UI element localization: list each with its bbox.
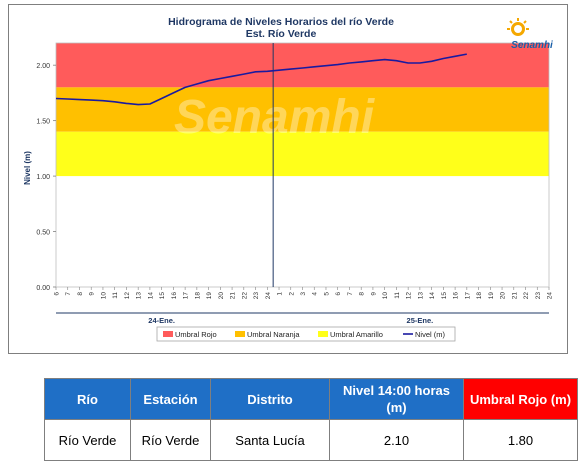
x-tick-label: 22 xyxy=(241,292,248,300)
x-tick-label: 21 xyxy=(230,292,237,300)
x-tick-label: 22 xyxy=(523,292,530,300)
x-tick-label: 14 xyxy=(429,292,436,300)
header-distrito: Distrito xyxy=(210,378,330,420)
cell-distrito: Santa Lucía xyxy=(210,419,330,461)
header-umbral-rojo: Umbral Rojo (m) xyxy=(463,378,578,420)
x-tick-label: 17 xyxy=(464,292,471,300)
hydrograph-chart: Hidrograma de Niveles Horarios del río V… xyxy=(23,16,554,342)
x-tick-label: 12 xyxy=(124,292,131,300)
series-line-nivel xyxy=(55,53,467,106)
legend-swatch xyxy=(163,331,173,337)
x-tick-label: 9 xyxy=(370,292,377,296)
x-tick-label: 16 xyxy=(453,292,460,300)
watermark-text: Senamhi xyxy=(174,91,376,144)
x-tick-label: 23 xyxy=(253,292,260,300)
x-tick-label: 15 xyxy=(159,292,166,300)
x-tick-label: 7 xyxy=(347,292,354,296)
x-tick-label: 12 xyxy=(406,292,413,300)
x-tick-label: 14 xyxy=(147,292,154,300)
sun-icon xyxy=(507,18,529,36)
x-tick-label: 19 xyxy=(488,292,495,300)
legend-swatch xyxy=(235,331,245,337)
x-tick-label: 4 xyxy=(312,292,319,296)
x-tick-label: 15 xyxy=(441,292,448,300)
logo-text: Senamhi xyxy=(511,40,553,51)
y-tick-label: 2.00 xyxy=(36,63,50,70)
x-tick-label: 24 xyxy=(547,292,554,300)
x-tick-label: 2 xyxy=(288,292,295,296)
x-tick-label: 21 xyxy=(511,292,518,300)
x-tick-label: 18 xyxy=(194,292,201,300)
y-axis-label: Nivel (m) xyxy=(23,151,32,185)
chart-title: Hidrograma de Niveles Horarios del río V… xyxy=(168,16,394,28)
chart-frame: Hidrograma de Niveles Horarios del río V… xyxy=(8,4,568,354)
header-rio: Río xyxy=(44,378,131,420)
legend-label: Nivel (m) xyxy=(415,330,445,339)
table-row: Río Verde Río Verde Santa Lucía 2.10 1.8… xyxy=(44,419,578,461)
x-tick-label: 10 xyxy=(100,292,107,300)
x-tick-label: 1 xyxy=(277,292,284,296)
x-tick-label: 3 xyxy=(300,292,307,296)
threshold-band-0 xyxy=(56,43,549,88)
cell-nivel: 2.10 xyxy=(329,419,464,461)
legend-swatch xyxy=(318,331,328,337)
day-label: 25-Ene. xyxy=(407,316,434,325)
x-tick-label: 18 xyxy=(476,292,483,300)
threshold-band-1 xyxy=(56,87,549,132)
x-tick-label: 13 xyxy=(136,292,143,300)
x-tick-label: 20 xyxy=(218,292,225,300)
x-tick-label: 8 xyxy=(77,292,84,296)
legend-box xyxy=(156,326,456,342)
x-tick-label: 16 xyxy=(171,292,178,300)
x-tick-label: 11 xyxy=(112,292,119,299)
x-tick-label: 11 xyxy=(394,292,401,299)
cell-estacion: Río Verde xyxy=(130,419,211,461)
x-tick-label: 19 xyxy=(206,292,213,300)
y-tick-label: 0.50 xyxy=(36,230,50,237)
legend-label: Umbral Naranja xyxy=(247,330,300,339)
y-tick-label: 0.00 xyxy=(36,285,50,292)
x-tick-label: 20 xyxy=(500,292,507,300)
x-tick-label: 9 xyxy=(89,292,96,296)
x-tick-label: 24 xyxy=(265,292,272,300)
senamhi-logo: Senamhi xyxy=(502,17,562,51)
legend-label: Umbral Amarillo xyxy=(330,330,383,339)
table-header-row: Río Estación Distrito Nivel 14:00 horas … xyxy=(44,378,578,420)
threshold-band-2 xyxy=(56,131,549,177)
x-tick-label: 13 xyxy=(417,292,424,300)
x-tick-label: 6 xyxy=(335,292,342,296)
x-tick-label: 5 xyxy=(323,292,330,296)
x-tick-label: 17 xyxy=(183,292,190,300)
x-tick-label: 6 xyxy=(54,292,61,296)
station-table: Río Estación Distrito Nivel 14:00 horas … xyxy=(44,378,578,461)
cell-rio: Río Verde xyxy=(44,419,131,461)
cell-umbral-rojo: 1.80 xyxy=(463,419,578,461)
x-tick-label: 23 xyxy=(535,292,542,300)
y-tick-label: 1.50 xyxy=(36,119,50,126)
y-tick-label: 1.00 xyxy=(36,174,50,181)
header-estacion: Estación xyxy=(130,378,211,420)
header-nivel: Nivel 14:00 horas (m) xyxy=(329,378,464,420)
day-label: 24-Ene. xyxy=(148,316,175,325)
x-tick-label: 7 xyxy=(65,292,72,296)
x-tick-label: 10 xyxy=(382,292,389,300)
chart-subtitle: Est. Río Verde xyxy=(246,28,317,40)
x-tick-label: 8 xyxy=(359,292,366,296)
legend-label: Umbral Rojo xyxy=(175,330,217,339)
